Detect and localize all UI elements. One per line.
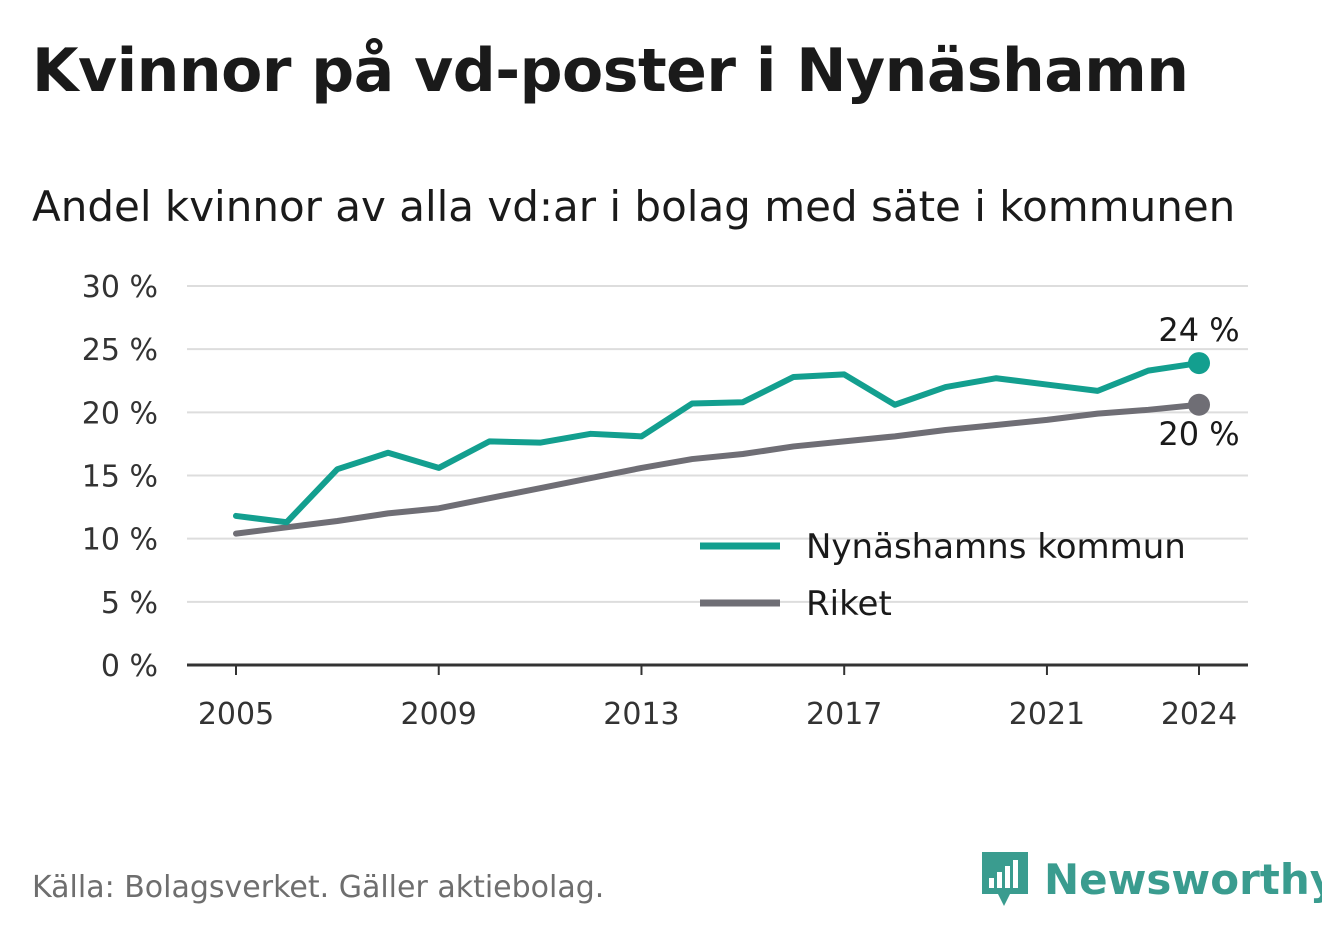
x-tick-label: 2005	[198, 697, 274, 732]
x-axis: 2005 2009 2013 2017 2021 2024	[187, 663, 1248, 732]
x-tick-label: 2024	[1161, 697, 1237, 732]
end-point-marker	[1188, 393, 1210, 416]
brand-logo: Newsworthy	[980, 848, 1322, 910]
y-tick-label: 5 %	[101, 586, 158, 621]
y-tick-label: 15 %	[82, 460, 158, 495]
bar-chart-speech-bubble-icon	[982, 852, 1028, 906]
y-tick-label: 25 %	[82, 333, 158, 368]
end-label-riket: 20 %	[1158, 415, 1239, 453]
series-line-0	[233, 360, 1202, 526]
y-tick-label: 10 %	[82, 523, 158, 558]
y-tick-label: 0 %	[101, 649, 158, 684]
y-axis: 0 % 5 % 10 % 15 % 20 % 25 % 30 %	[82, 270, 158, 684]
x-tick-label: 2017	[806, 697, 882, 732]
source-note: Källa: Bolagsverket. Gäller aktiebolag.	[32, 870, 605, 905]
end-point-marker	[1188, 352, 1210, 375]
chart-subtitle: Andel kvinnor av alla vd:ar i bolag med …	[32, 182, 1236, 231]
legend-label: Riket	[806, 584, 892, 624]
series-line-1	[233, 401, 1202, 537]
line-chart: 0 %5 %10 %15 %20 %25 %30 % 2005 2009 2013 2…	[82, 270, 1248, 732]
y-tick-label: 20 %	[82, 396, 158, 431]
y-tick-label: 30 %	[82, 270, 158, 305]
end-label-kommun: 24 %	[1158, 311, 1239, 349]
x-tick-label: 2021	[1009, 697, 1085, 732]
x-tick-label: 2009	[401, 697, 477, 732]
series-lines: 24 % 20 %	[233, 311, 1240, 537]
legend-label: Nynäshamns kommun	[806, 527, 1186, 567]
legend: Nynäshamns kommun Riket	[700, 527, 1186, 624]
chart-title: Kvinnor på vd-poster i Nynäshamn	[32, 36, 1189, 106]
x-tick-label: 2013	[603, 697, 679, 732]
brand-name: Newsworthy	[1044, 854, 1322, 904]
